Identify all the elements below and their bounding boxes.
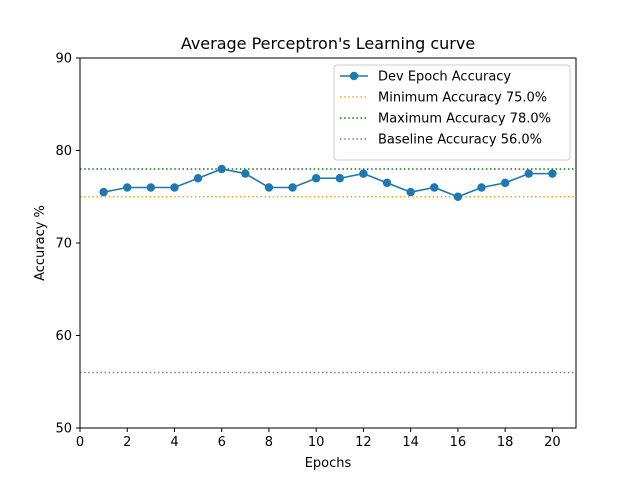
legend-label: Maximum Accuracy 78.0% <box>378 112 551 127</box>
data-point-12 <box>359 169 368 178</box>
reference-lines <box>80 168 576 374</box>
data-point-7 <box>241 169 250 178</box>
data-point-10 <box>311 174 321 183</box>
x-tick-label: 12 <box>355 435 372 450</box>
data-point-9 <box>288 183 297 192</box>
legend-label: Baseline Accuracy 56.0% <box>378 133 542 148</box>
legend-swatch-marker <box>349 71 359 81</box>
y-tick-label: 50 <box>55 422 72 437</box>
y-tick-label: 70 <box>55 237 72 252</box>
chart-title: Average Perceptron's Learning curve <box>181 34 475 53</box>
series-layer <box>99 164 557 201</box>
series-line-1 <box>103 168 553 198</box>
x-tick-label: 4 <box>170 435 178 450</box>
x-tick-label: 10 <box>308 435 325 450</box>
data-point-11 <box>335 174 345 183</box>
data-point-17 <box>477 183 486 192</box>
data-point-6 <box>217 164 226 174</box>
data-point-8 <box>264 183 274 192</box>
data-point-15 <box>430 183 439 192</box>
x-axis-label: Epochs <box>305 456 352 471</box>
x-tick-label: 6 <box>218 435 226 450</box>
legend-box <box>333 64 571 161</box>
y-tick-label: 60 <box>55 329 72 344</box>
data-point-4 <box>170 183 179 192</box>
x-tick-label: 8 <box>265 435 273 450</box>
x-tick-label: 16 <box>450 435 467 450</box>
data-point-14 <box>406 187 415 197</box>
data-point-16 <box>453 192 463 201</box>
data-point-19 <box>524 169 533 178</box>
data-point-2 <box>123 183 132 192</box>
data-point-5 <box>193 174 203 183</box>
legend-label: Minimum Accuracy 75.0% <box>378 91 547 106</box>
data-point-13 <box>382 178 392 188</box>
data-point-20 <box>548 169 557 178</box>
x-tick-label: 0 <box>76 435 84 450</box>
data-point-1 <box>99 187 108 197</box>
x-tick-label: 20 <box>544 435 561 450</box>
x-tick-label: 18 <box>497 435 514 450</box>
legend: Dev Epoch Accuracy Minimum Accuracy 75.0%… <box>333 64 571 161</box>
data-point-18 <box>500 178 510 188</box>
y-axis: 50 60 70 80 90 <box>55 52 80 437</box>
y-tick-label: 80 <box>55 144 72 159</box>
y-tick-label: 90 <box>55 52 72 67</box>
y-axis-label: Accuracy % <box>33 205 48 281</box>
x-tick-label: 14 <box>402 435 419 450</box>
x-axis: 0 2 4 6 8 10 12 14 16 18 20 <box>76 428 561 450</box>
legend-label: Dev Epoch Accuracy <box>378 70 511 85</box>
x-tick-label: 2 <box>123 435 131 450</box>
data-point-3 <box>146 183 156 192</box>
